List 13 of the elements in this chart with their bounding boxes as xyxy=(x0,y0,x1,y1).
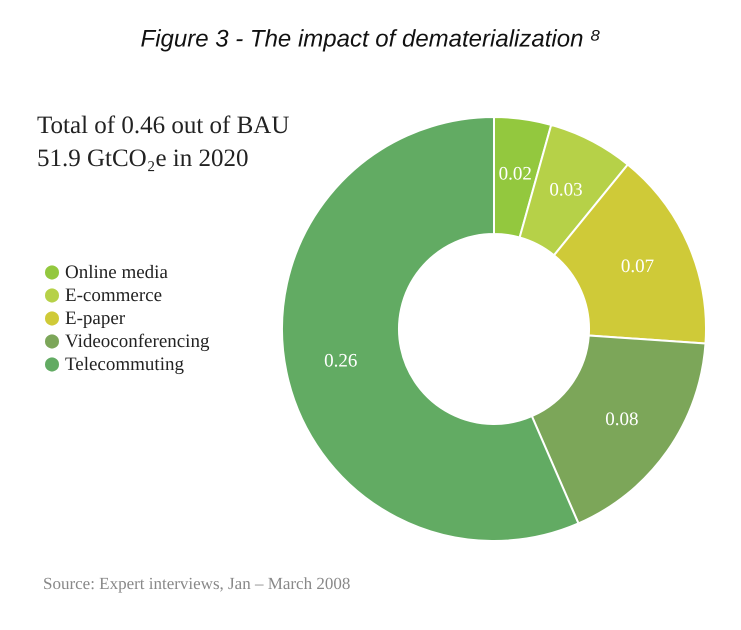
data-label: 0.26 xyxy=(324,350,358,372)
data-label: 0.03 xyxy=(549,180,583,201)
chart-title: Figure 3 - The impact of dematerialization ⁸ xyxy=(140,26,600,52)
legend-label: Online media xyxy=(65,262,168,283)
data-label: 0.02 xyxy=(498,163,532,184)
legend-label: Videoconferencing xyxy=(65,331,210,352)
legend-label: E-commerce xyxy=(65,285,162,306)
legend-label: E-paper xyxy=(65,308,126,329)
legend-label: Telecommuting xyxy=(65,354,184,375)
chart-subtitle: Total of 0.46 out of BAU 51.9 GtCO₂e in 2020 xyxy=(37,112,296,172)
source-note: Source: Expert interviews, Jan – March 2008 xyxy=(43,574,350,593)
data-label: 0.08 xyxy=(605,408,638,430)
data-label: 0.07 xyxy=(620,256,654,278)
